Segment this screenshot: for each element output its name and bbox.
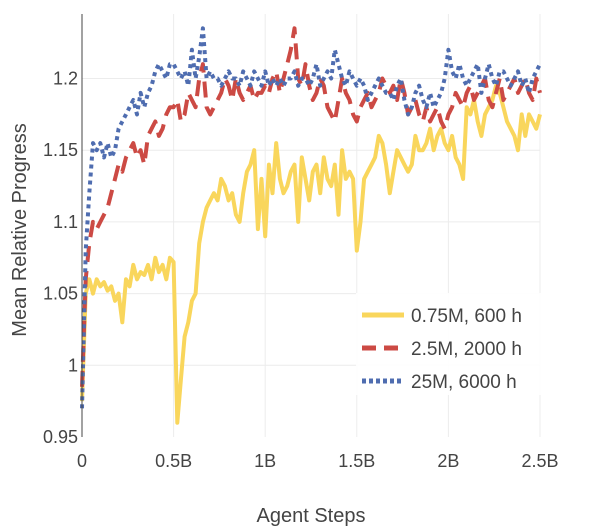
series-line-1 [80,83,542,425]
y-tick-label: 1.05 [43,284,78,304]
y-axis-title: Mean Relative Progress [9,123,31,336]
y-tick-label: 0.95 [43,427,78,447]
x-axis-title: Agent Steps [257,505,366,527]
x-tick-label: 1.5B [338,451,375,471]
x-tick-label: 2B [437,451,459,471]
x-tick-label: 0.5B [155,451,192,471]
y-tick-label: 1 [68,355,78,375]
series-line-3 [80,26,542,409]
series-lines [80,26,542,425]
y-tick-label: 1.1 [53,212,78,232]
x-tick-labels: 0 0.5B 1B 1.5B 2B 2.5B [77,451,559,471]
y-tick-labels: 0.95 1 1.05 1.1 1.15 1.2 [43,69,78,447]
x-tick-label: 1B [254,451,276,471]
x-tick-label: 0 [77,451,87,471]
legend-label-3: 25M, 6000 h [411,372,517,393]
legend-label-2: 2.5M, 2000 h [411,339,522,360]
y-tick-label: 1.2 [53,69,78,89]
legend: 0.75M, 600 h 2.5M, 2000 h 25M, 6000 h [356,293,542,395]
legend-label-1: 0.75M, 600 h [411,306,522,327]
x-tick-label: 2.5B [521,451,558,471]
series-line-2 [80,26,542,387]
legend-background [356,293,542,395]
y-tick-label: 1.15 [43,140,78,160]
